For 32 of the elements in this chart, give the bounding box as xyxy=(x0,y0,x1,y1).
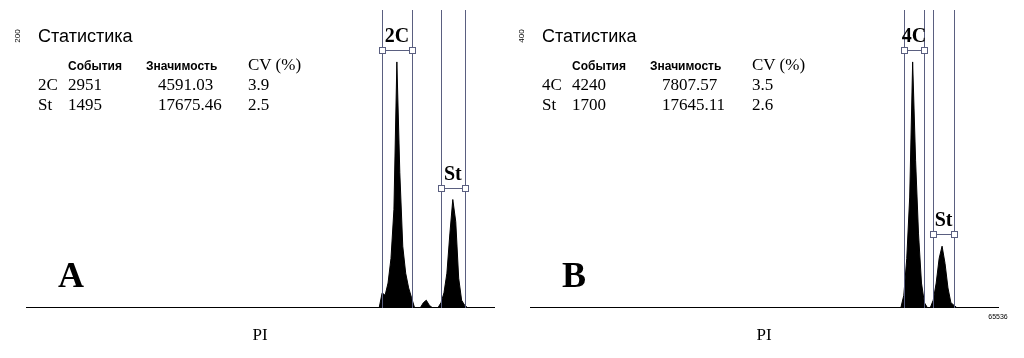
x-axis-title: PI xyxy=(252,325,268,345)
annotation: 4240 xyxy=(572,75,606,94)
annotation: 7807.57 xyxy=(662,75,718,94)
annotation: CV (%) xyxy=(248,55,302,74)
x-axis-title: PI xyxy=(756,325,772,345)
annotation: St xyxy=(933,208,954,232)
annotation: 2C xyxy=(38,75,58,94)
annotation: St xyxy=(542,95,557,114)
annotation: 2.5 xyxy=(248,95,270,114)
annotation: 3.9 xyxy=(248,75,270,94)
annotation: 17645.11 xyxy=(662,95,726,114)
annotation: Значимость xyxy=(146,59,218,73)
annotation: Значимость xyxy=(650,59,722,73)
annotation: 4591.03 xyxy=(158,75,214,94)
annotation: События xyxy=(68,59,122,73)
annotation: 2951 xyxy=(68,75,102,94)
annotation: B xyxy=(562,254,587,295)
annotation: CV (%) xyxy=(752,55,806,74)
annotation: A xyxy=(58,254,84,295)
text: 200 xyxy=(13,28,23,43)
annotation: 4C xyxy=(542,75,562,94)
text: 400 xyxy=(517,28,527,43)
annotation: События xyxy=(572,59,626,73)
chart-title: Статистика xyxy=(542,25,638,46)
chart-title: Статистика xyxy=(38,25,134,46)
annotation: 17675.46 xyxy=(158,95,222,114)
annotation: 3.5 xyxy=(752,75,774,94)
annotation: 1700 xyxy=(572,95,606,114)
annotation: St xyxy=(442,161,463,185)
annotation: 2.6 xyxy=(752,95,774,114)
annotation: St xyxy=(38,95,53,114)
annotation: 1495 xyxy=(68,95,102,114)
